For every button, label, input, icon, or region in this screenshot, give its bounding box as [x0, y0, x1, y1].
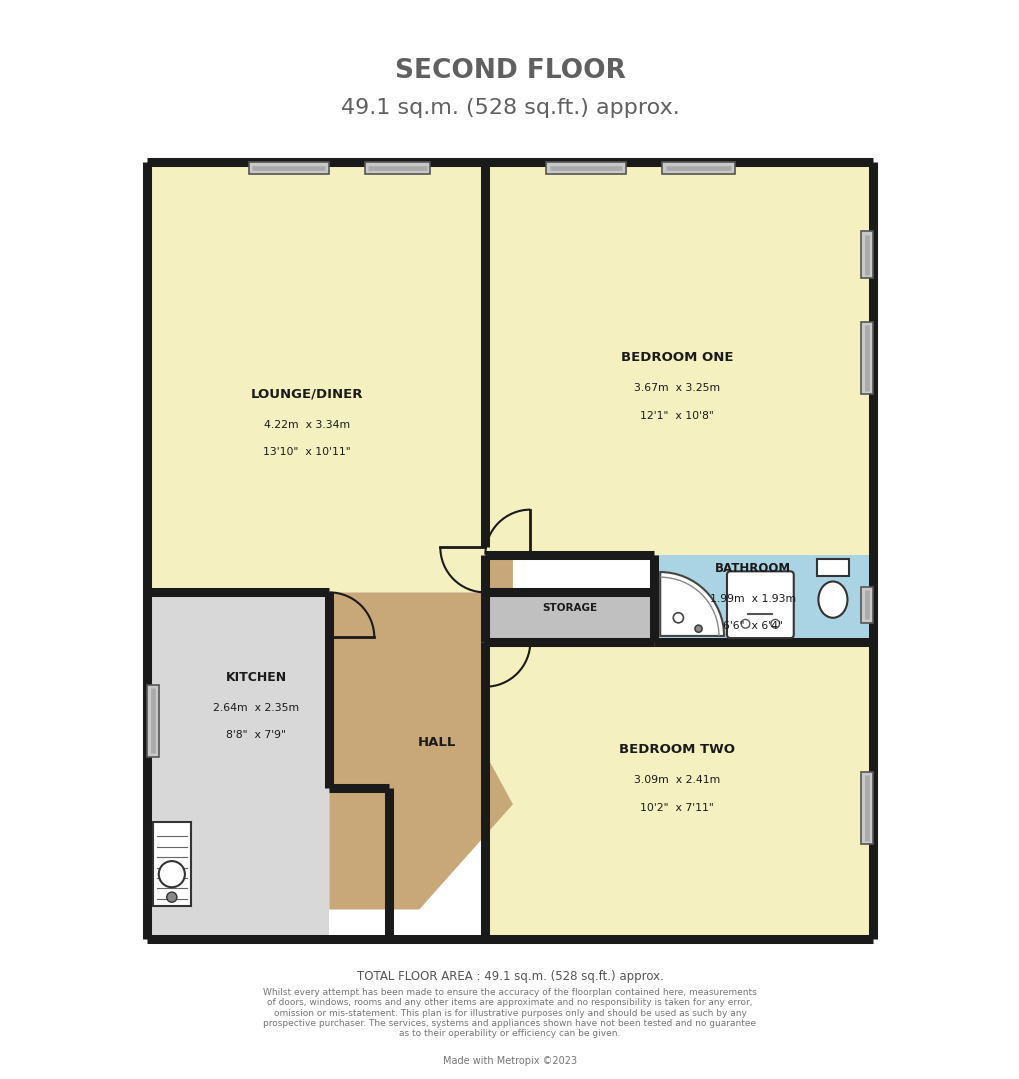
Text: KITCHEN: KITCHEN — [225, 671, 286, 684]
Polygon shape — [329, 555, 654, 910]
Circle shape — [741, 619, 749, 628]
Ellipse shape — [817, 582, 847, 618]
Text: BEDROOM ONE: BEDROOM ONE — [620, 352, 733, 365]
Circle shape — [166, 892, 176, 902]
Bar — [147, 592, 329, 788]
Text: LOUNGE/DINER: LOUNGE/DINER — [251, 387, 363, 400]
Text: STORAGE: STORAGE — [541, 603, 596, 613]
Bar — [661, 162, 735, 175]
Text: 8'8"  x 7'9": 8'8" x 7'9" — [226, 730, 285, 740]
Bar — [546, 162, 626, 175]
Text: 10'2"  x 7'11": 10'2" x 7'11" — [639, 803, 713, 812]
Bar — [485, 592, 654, 642]
Wedge shape — [659, 572, 723, 636]
Circle shape — [159, 861, 184, 887]
Text: SECOND FLOOR: SECOND FLOOR — [394, 58, 625, 84]
Text: 4.22m  x 3.34m: 4.22m x 3.34m — [264, 420, 350, 429]
FancyBboxPatch shape — [727, 572, 793, 638]
Circle shape — [694, 625, 701, 632]
Circle shape — [673, 613, 683, 623]
Text: 6'6"  x 6'4": 6'6" x 6'4" — [722, 622, 783, 631]
Bar — [860, 771, 872, 844]
Text: 1.99m  x 1.93m: 1.99m x 1.93m — [709, 593, 796, 604]
Bar — [153, 822, 191, 906]
Bar — [485, 642, 872, 939]
Text: Made with Metropix ©2023: Made with Metropix ©2023 — [442, 1055, 577, 1066]
Bar — [860, 231, 872, 278]
Bar — [147, 684, 159, 757]
Text: 3.67m  x 3.25m: 3.67m x 3.25m — [633, 383, 719, 394]
Text: Whilst every attempt has been made to ensure the accuracy of the floorplan conta: Whilst every attempt has been made to en… — [263, 988, 756, 1038]
Text: HALL: HALL — [418, 736, 457, 749]
Text: BEDROOM TWO: BEDROOM TWO — [619, 743, 735, 756]
Bar — [860, 322, 872, 394]
Bar — [147, 162, 485, 592]
Bar — [365, 162, 430, 175]
Bar — [147, 788, 329, 939]
Text: 13'10"  x 10'11": 13'10" x 10'11" — [263, 448, 351, 457]
Bar — [485, 162, 872, 555]
Bar — [654, 555, 872, 642]
Bar — [860, 587, 872, 623]
Text: 2.64m  x 2.35m: 2.64m x 2.35m — [213, 702, 299, 713]
Text: BATHROOM: BATHROOM — [714, 562, 791, 575]
Bar — [816, 559, 848, 576]
Text: TOTAL FLOOR AREA : 49.1 sq.m. (528 sq.ft.) approx.: TOTAL FLOOR AREA : 49.1 sq.m. (528 sq.ft… — [357, 970, 662, 983]
Text: 12'1"  x 10'8": 12'1" x 10'8" — [639, 411, 713, 421]
Text: 49.1 sq.m. (528 sq.ft.) approx.: 49.1 sq.m. (528 sq.ft.) approx. — [340, 98, 679, 118]
Circle shape — [770, 619, 779, 628]
Bar — [249, 162, 328, 175]
Text: 3.09m  x 2.41m: 3.09m x 2.41m — [633, 776, 719, 786]
